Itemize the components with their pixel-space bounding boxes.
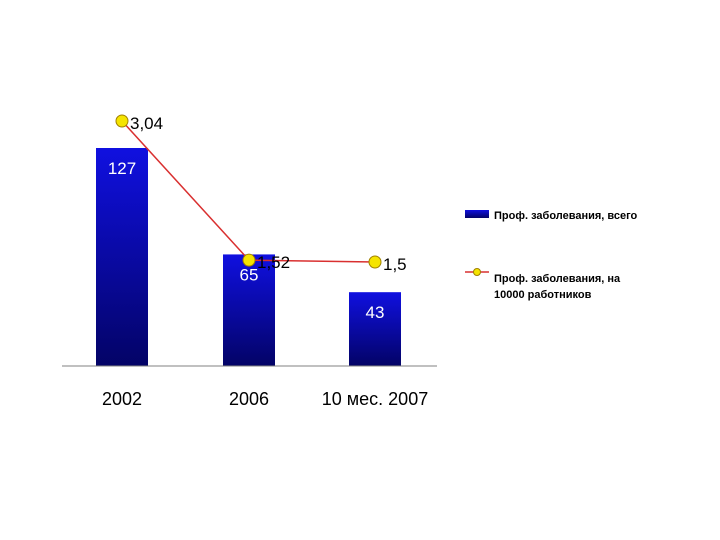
legend-swatch-marker [473, 268, 481, 276]
point-value-label: 3,04 [130, 114, 163, 133]
series-line [121, 120, 376, 263]
legend: Проф. заболевания, всего Проф. заболеван… [465, 210, 638, 301]
bar-1 [223, 254, 275, 366]
legend-label-line-2: 10000 работников [494, 289, 592, 301]
point-value-label: 1,5 [383, 255, 407, 274]
legend-swatch-bar [465, 210, 489, 218]
line-point-1 [242, 253, 256, 267]
line-series: 3,04 1,52 1,5 [115, 114, 407, 274]
x-axis-tick-labels: 2002 2006 10 мес. 2007 [102, 389, 428, 409]
x-tick-label: 10 мес. 2007 [322, 389, 428, 409]
x-tick-label: 2002 [102, 389, 142, 409]
bar-value-label: 43 [366, 303, 385, 322]
legend-label-line-1: Проф. заболевания, на [494, 273, 621, 285]
line-point-2 [368, 255, 382, 269]
bar-2 [349, 292, 401, 366]
x-tick-label: 2006 [229, 389, 269, 409]
bar-value-label: 65 [240, 265, 259, 284]
bar-value-label: 127 [108, 159, 136, 178]
bar-0 [96, 148, 148, 366]
line-point-0 [115, 114, 129, 128]
bar-series: 127 65 43 [96, 148, 401, 366]
point-value-label: 1,52 [257, 253, 290, 272]
legend-label-bar: Проф. заболевания, всего [494, 210, 638, 222]
